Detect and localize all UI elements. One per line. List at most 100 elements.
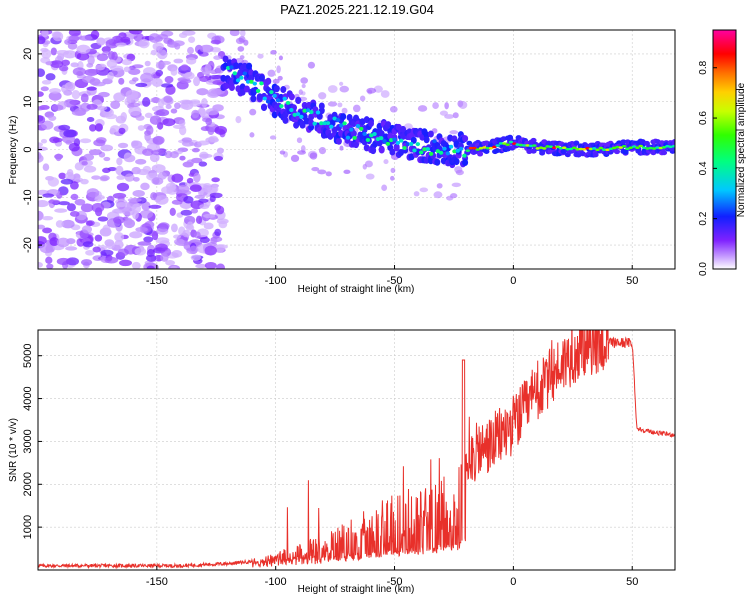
spectrogram-xtick-label: -100 [265,275,287,287]
spectrogram-cell [239,75,244,80]
spectrogram-cell [198,198,209,203]
spectrogram-cell [70,193,79,201]
spectrogram-cell [64,39,71,45]
spectrogram-cell [299,114,304,119]
spectrogram-cell [87,55,95,66]
spectrogram-cell [309,110,314,115]
spectrogram-cell [46,263,54,269]
spectrogram-cell [187,46,194,55]
spectrogram-cell [144,112,153,118]
spectrogram-cell [269,90,274,95]
spectrogram-cell [129,231,143,239]
spectrogram-cell [71,90,81,100]
spectrogram-cell [395,140,401,145]
spectrogram-cell [665,144,670,148]
spectrogram-cell [63,98,77,108]
spectrogram-cell [353,141,360,149]
spectrogram-cell [249,108,257,116]
spectrogram-cell [149,153,160,163]
spectrogram-cell [124,244,138,255]
spectrogram-cell [340,113,347,121]
spectrogram-cell [342,121,347,126]
spectrogram-cell [362,163,367,170]
spectrogram-cell [155,61,166,69]
spectrogram-cell [277,75,283,81]
spectrogram-cell [110,125,121,133]
spectrogram-cell [155,194,169,205]
snr-panel: -150 -100 -50 0 50 1000 2000 3000 4000 5000 Heigh… [8,329,676,595]
spectrogram-cell [265,77,272,85]
spectrogram-cell [229,30,240,37]
spectrogram-cell [383,159,389,165]
spectrogram-cell [233,62,240,70]
spectrogram-cell [427,130,434,138]
spectrogram-cell [408,141,414,146]
spectrogram-cell [38,68,46,77]
spectrogram-cell [116,157,123,166]
spectrogram-cell [150,49,158,56]
spectrogram-cell [186,177,194,184]
spectrogram-cell [66,257,80,266]
spectrogram-cell [422,147,427,152]
spectrogram-cell [249,132,255,138]
spectrogram-cell [462,135,469,143]
spectrogram-cell [186,221,194,230]
spectrogram-cell [462,159,469,167]
spectrogram-cell [180,79,192,84]
spectrogram-cell [671,144,675,148]
spectrogram-cell [355,124,361,129]
spectrogram-cell [170,223,178,233]
spectrogram-cell [191,147,200,153]
snr-xtick-label: -50 [387,576,403,588]
spectrogram-cell [625,147,630,151]
spectrogram-cell [118,77,125,85]
spectrogram-cell [52,137,63,143]
spectrogram-cell [545,145,550,148]
spectrogram-cell [329,124,334,129]
spectrogram-cell [400,132,407,140]
spectrogram-cell [67,42,78,50]
spectrogram-cell [428,151,434,156]
spectrogram-image [38,30,675,269]
spectrogram-cell [296,137,303,144]
spectrogram-cell [218,220,228,229]
spectrogram-cell [76,44,91,54]
spectrogram-cell [179,103,190,109]
spectrogram-cell [148,204,162,209]
spectrogram-cell [124,173,135,182]
spectrogram-cell [165,104,172,110]
spectrogram-cell [86,103,98,110]
spectrogram-cell [146,265,155,269]
spectrogram-cell [54,208,68,213]
spectrogram-cell [38,262,43,268]
spectrogram-cell [405,142,411,147]
spectrogram-cell [162,118,176,127]
spectrogram-cell [157,98,165,109]
spectrogram-cell [128,106,142,117]
spectrogram-cell [97,216,109,222]
spectrogram-cell [208,135,219,143]
spectrogram-cell [90,30,100,40]
spectrogram-cell [69,211,80,217]
spectrogram-cell [359,95,366,102]
spectrogram-cell [63,129,77,138]
spectrogram-cell [128,68,141,75]
spectrogram-cell [618,146,624,149]
snr-ytick-label: 1000 [22,515,34,539]
colorbar-label: Normalized spectral amplitude [736,82,747,217]
spectrogram-cell [116,182,130,192]
spectrogram-cell [70,62,79,68]
spectrogram-cell [50,47,57,56]
spectrogram-cell [246,62,253,70]
spectrogram-cell [92,246,101,253]
spectrogram-cell [199,44,214,53]
spectrogram-cell [295,112,301,117]
spectrogram-cell [278,55,283,61]
spectrogram-cell [104,113,118,120]
spectrogram-cell [142,148,154,156]
spectrogram-cell [319,121,324,126]
spectrogram-cell [267,69,276,77]
spectrogram-cell [160,83,174,88]
snr-frame [37,329,676,571]
spectrogram-cell [135,227,148,233]
